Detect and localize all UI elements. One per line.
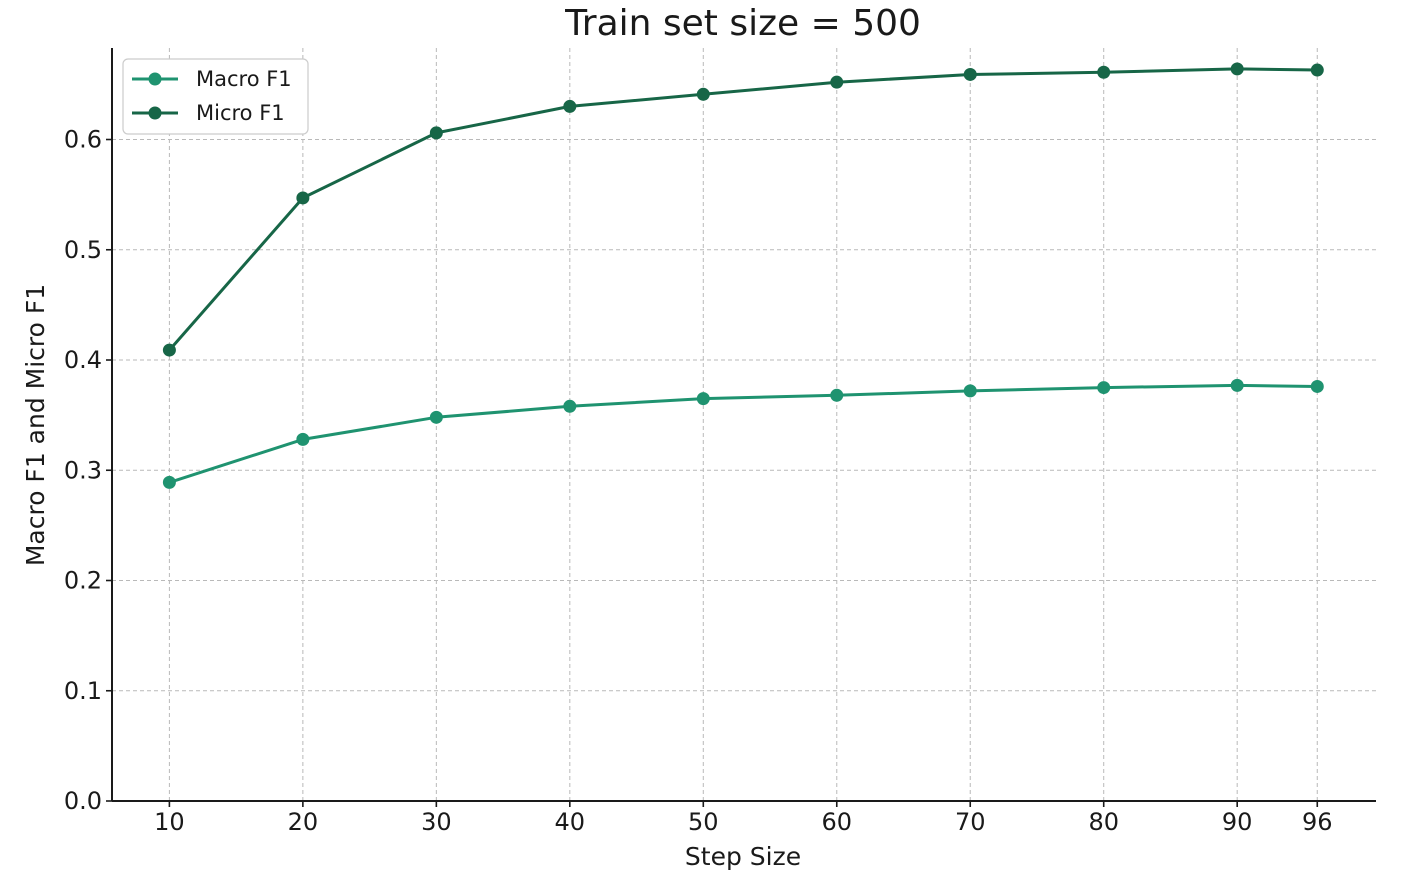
y-tick-label: 0.3 [64,456,102,484]
micro-f1-point [1230,62,1244,76]
tick-labels: 10 20 30 40 50 60 70 80 90 96 0.0 0.1 0.2 0.3 0.4 0.5 0.… [64,126,1333,836]
macro-f1-point [830,388,844,402]
y-tick-label: 0.0 [64,787,102,815]
x-tick-label: 70 [955,808,986,836]
macro-f1-point [296,432,310,446]
micro-f1-point [429,126,443,140]
macro-f1-point [963,384,977,398]
x-tick-label: 20 [288,808,319,836]
micro-f1-point [563,99,577,113]
y-tick-label: 0.1 [64,677,102,705]
macro-f1-point [162,475,176,489]
x-tick-label: 80 [1088,808,1119,836]
macro-f1-point [1230,378,1244,392]
x-tick-label: 60 [821,808,852,836]
y-axis-label: Macro F1 and Micro F1 [21,284,50,566]
micro-f1-point [963,67,977,81]
y-tick-label: 0.2 [64,567,102,595]
legend-micro-f1-label: Micro F1 [196,101,285,125]
legend-macro-f1-label: Macro F1 [196,67,292,91]
legend-micro-f1-swatch-marker [148,106,162,120]
micro-f1-point [1310,63,1324,77]
micro-f1-point [830,75,844,89]
legend-macro-f1-swatch-marker [148,72,162,86]
macro-f1-point [696,392,710,406]
y-tick-label: 0.5 [64,236,102,264]
legend: Macro F1 Micro F1 [122,58,309,135]
micro-f1-point [1097,65,1111,79]
data-series [162,62,1324,489]
macro-f1-line [168,383,1318,484]
grid-lines [112,48,1376,801]
micro-f1-point [696,87,710,101]
x-axis-label: Step Size [685,842,801,871]
macro-f1-point [429,410,443,424]
axes [111,48,1376,802]
x-tick-label: 50 [688,808,719,836]
micro-f1-line [168,67,1318,352]
x-tick-label: 40 [555,808,586,836]
y-tick-label: 0.4 [64,346,102,374]
chart-title: Train set size = 500 [564,3,921,44]
x-tick-label: 10 [154,808,185,836]
macro-f1-point [1097,381,1111,395]
macro-f1-point [1310,379,1324,393]
x-tick-label: 30 [421,808,452,836]
macro-f1-point [563,399,577,413]
micro-f1-point [162,343,176,357]
x-tick-label: 90 [1222,808,1253,836]
y-tick-label: 0.6 [64,126,102,154]
micro-f1-point [296,191,310,205]
x-tick-label: 96 [1302,808,1333,836]
